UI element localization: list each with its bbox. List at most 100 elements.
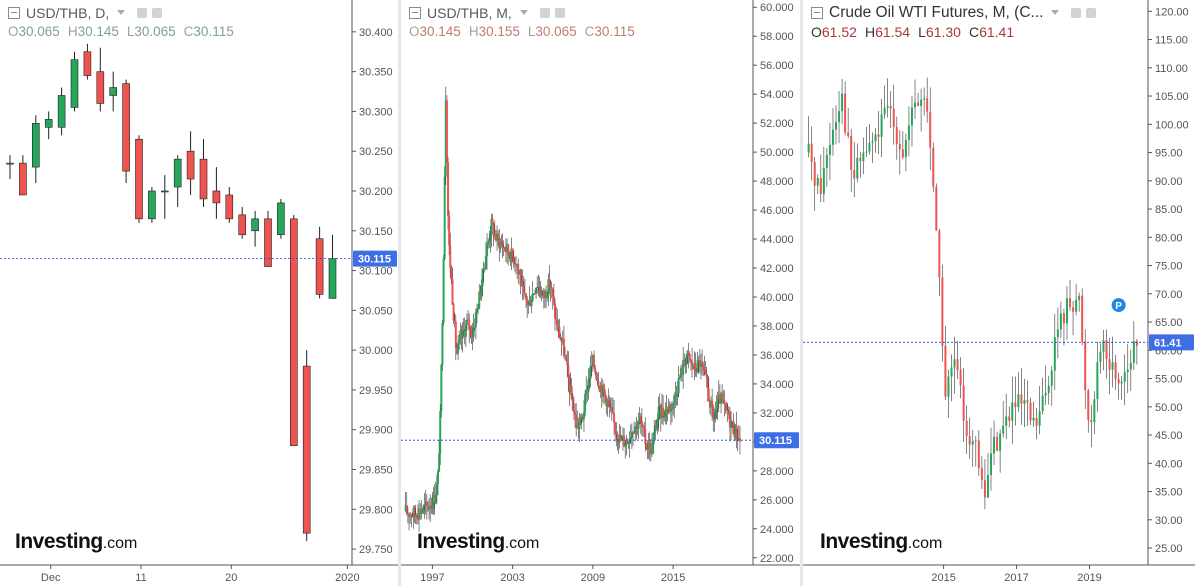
candle-down[interactable] — [889, 106, 892, 109]
candle-down[interactable] — [548, 279, 551, 288]
gear-icon[interactable] — [152, 7, 163, 18]
candle-down[interactable] — [468, 319, 471, 330]
candle-down[interactable] — [1035, 417, 1038, 426]
candle-up[interactable] — [328, 258, 337, 299]
candle-down[interactable] — [926, 98, 929, 112]
candle-up[interactable] — [657, 406, 660, 419]
candle-up[interactable] — [679, 367, 682, 378]
candle-down[interactable] — [553, 303, 556, 319]
candle-down[interactable] — [454, 321, 457, 349]
candle-down[interactable] — [605, 396, 608, 407]
candle-down[interactable] — [565, 355, 568, 361]
candle-up[interactable] — [588, 378, 591, 380]
candle-down[interactable] — [571, 399, 574, 411]
candle-down[interactable] — [608, 403, 611, 408]
candle-up[interactable] — [475, 308, 478, 313]
candle-down[interactable] — [623, 436, 626, 447]
candle-up[interactable] — [506, 244, 509, 252]
candle-down[interactable] — [526, 299, 529, 305]
candle-down[interactable] — [429, 507, 432, 509]
candle-down[interactable] — [704, 369, 707, 375]
candle-up[interactable] — [532, 293, 535, 295]
candle-down[interactable] — [877, 134, 880, 137]
candle-up[interactable] — [70, 59, 79, 108]
candle-up[interactable] — [457, 343, 460, 354]
candle-up[interactable] — [914, 102, 917, 108]
candle-down[interactable] — [463, 330, 466, 338]
candle-up[interactable] — [1023, 400, 1026, 404]
candle-up[interactable] — [6, 162, 14, 165]
candle-down[interactable] — [610, 407, 613, 412]
candle-up[interactable] — [658, 404, 661, 407]
candle-up[interactable] — [953, 359, 956, 368]
candle-up[interactable] — [720, 393, 723, 404]
gear-icon[interactable] — [1086, 7, 1097, 18]
candle-up[interactable] — [543, 291, 546, 299]
candle-up[interactable] — [420, 511, 423, 514]
candle-up[interactable] — [537, 286, 540, 288]
candle-up[interactable] — [1123, 372, 1126, 382]
chart-panel-usdthb-monthly[interactable]: 60.000 58.000 56.000 54.000 52.000 50.000 48.0… — [401, 0, 800, 586]
candle-down[interactable] — [451, 279, 454, 305]
candle-up[interactable] — [585, 389, 588, 395]
panel-divider[interactable] — [800, 0, 803, 586]
candle-up[interactable] — [676, 393, 679, 397]
candle-up[interactable] — [999, 433, 1002, 451]
candle-down[interactable] — [983, 480, 986, 498]
candle-down[interactable] — [956, 359, 959, 370]
candle-down[interactable] — [414, 514, 417, 516]
candle-down[interactable] — [650, 444, 653, 454]
candle-down[interactable] — [552, 296, 555, 304]
candle-up[interactable] — [606, 400, 609, 407]
candle-down[interactable] — [577, 424, 580, 429]
candle-up[interactable] — [672, 404, 675, 410]
candle-down[interactable] — [640, 421, 643, 427]
candle-down[interactable] — [627, 442, 630, 444]
candle-down[interactable] — [433, 494, 436, 503]
candle-down[interactable] — [431, 505, 434, 509]
candle-up[interactable] — [535, 287, 538, 294]
candle-up[interactable] — [434, 495, 437, 503]
candle-down[interactable] — [932, 147, 935, 187]
candle-down[interactable] — [199, 158, 208, 200]
candle-up[interactable] — [883, 107, 886, 115]
candle-up[interactable] — [547, 279, 550, 297]
candle-up[interactable] — [441, 323, 444, 365]
candle-down[interactable] — [711, 400, 714, 407]
candle-down[interactable] — [539, 291, 542, 296]
candle-down[interactable] — [1108, 359, 1111, 370]
candle-up[interactable] — [652, 439, 655, 454]
candle-down[interactable] — [445, 100, 448, 162]
candle-down[interactable] — [616, 433, 619, 440]
candle-down[interactable] — [500, 242, 503, 245]
candle-up[interactable] — [589, 365, 592, 379]
candle-down[interactable] — [639, 416, 642, 422]
candle-down[interactable] — [592, 355, 595, 368]
candle-up[interactable] — [664, 409, 667, 419]
candle-up[interactable] — [488, 240, 491, 242]
candle-up[interactable] — [971, 441, 974, 445]
candle-down[interactable] — [645, 443, 648, 449]
candle-up[interactable] — [923, 98, 926, 100]
candle-up[interactable] — [634, 427, 637, 434]
candle-down[interactable] — [702, 364, 705, 370]
candle-up[interactable] — [1056, 329, 1059, 338]
candle-down[interactable] — [684, 364, 687, 366]
candle-up[interactable] — [472, 327, 475, 337]
candle-up[interactable] — [465, 319, 468, 325]
candle-down[interactable] — [448, 216, 451, 246]
candle-down[interactable] — [691, 360, 694, 366]
candle-down[interactable] — [529, 299, 532, 307]
candle-up[interactable] — [438, 453, 441, 472]
candle-down[interactable] — [726, 409, 729, 415]
candle-down[interactable] — [447, 161, 450, 217]
candle-down[interactable] — [706, 376, 709, 389]
candle-up[interactable] — [173, 158, 182, 188]
candle-up[interactable] — [660, 407, 663, 418]
candle-up[interactable] — [481, 268, 484, 287]
candle-up[interactable] — [513, 263, 516, 265]
candle-up[interactable] — [1002, 425, 1005, 434]
candle-up[interactable] — [737, 438, 740, 441]
candle-down[interactable] — [1117, 378, 1120, 384]
candle-up[interactable] — [536, 287, 539, 289]
